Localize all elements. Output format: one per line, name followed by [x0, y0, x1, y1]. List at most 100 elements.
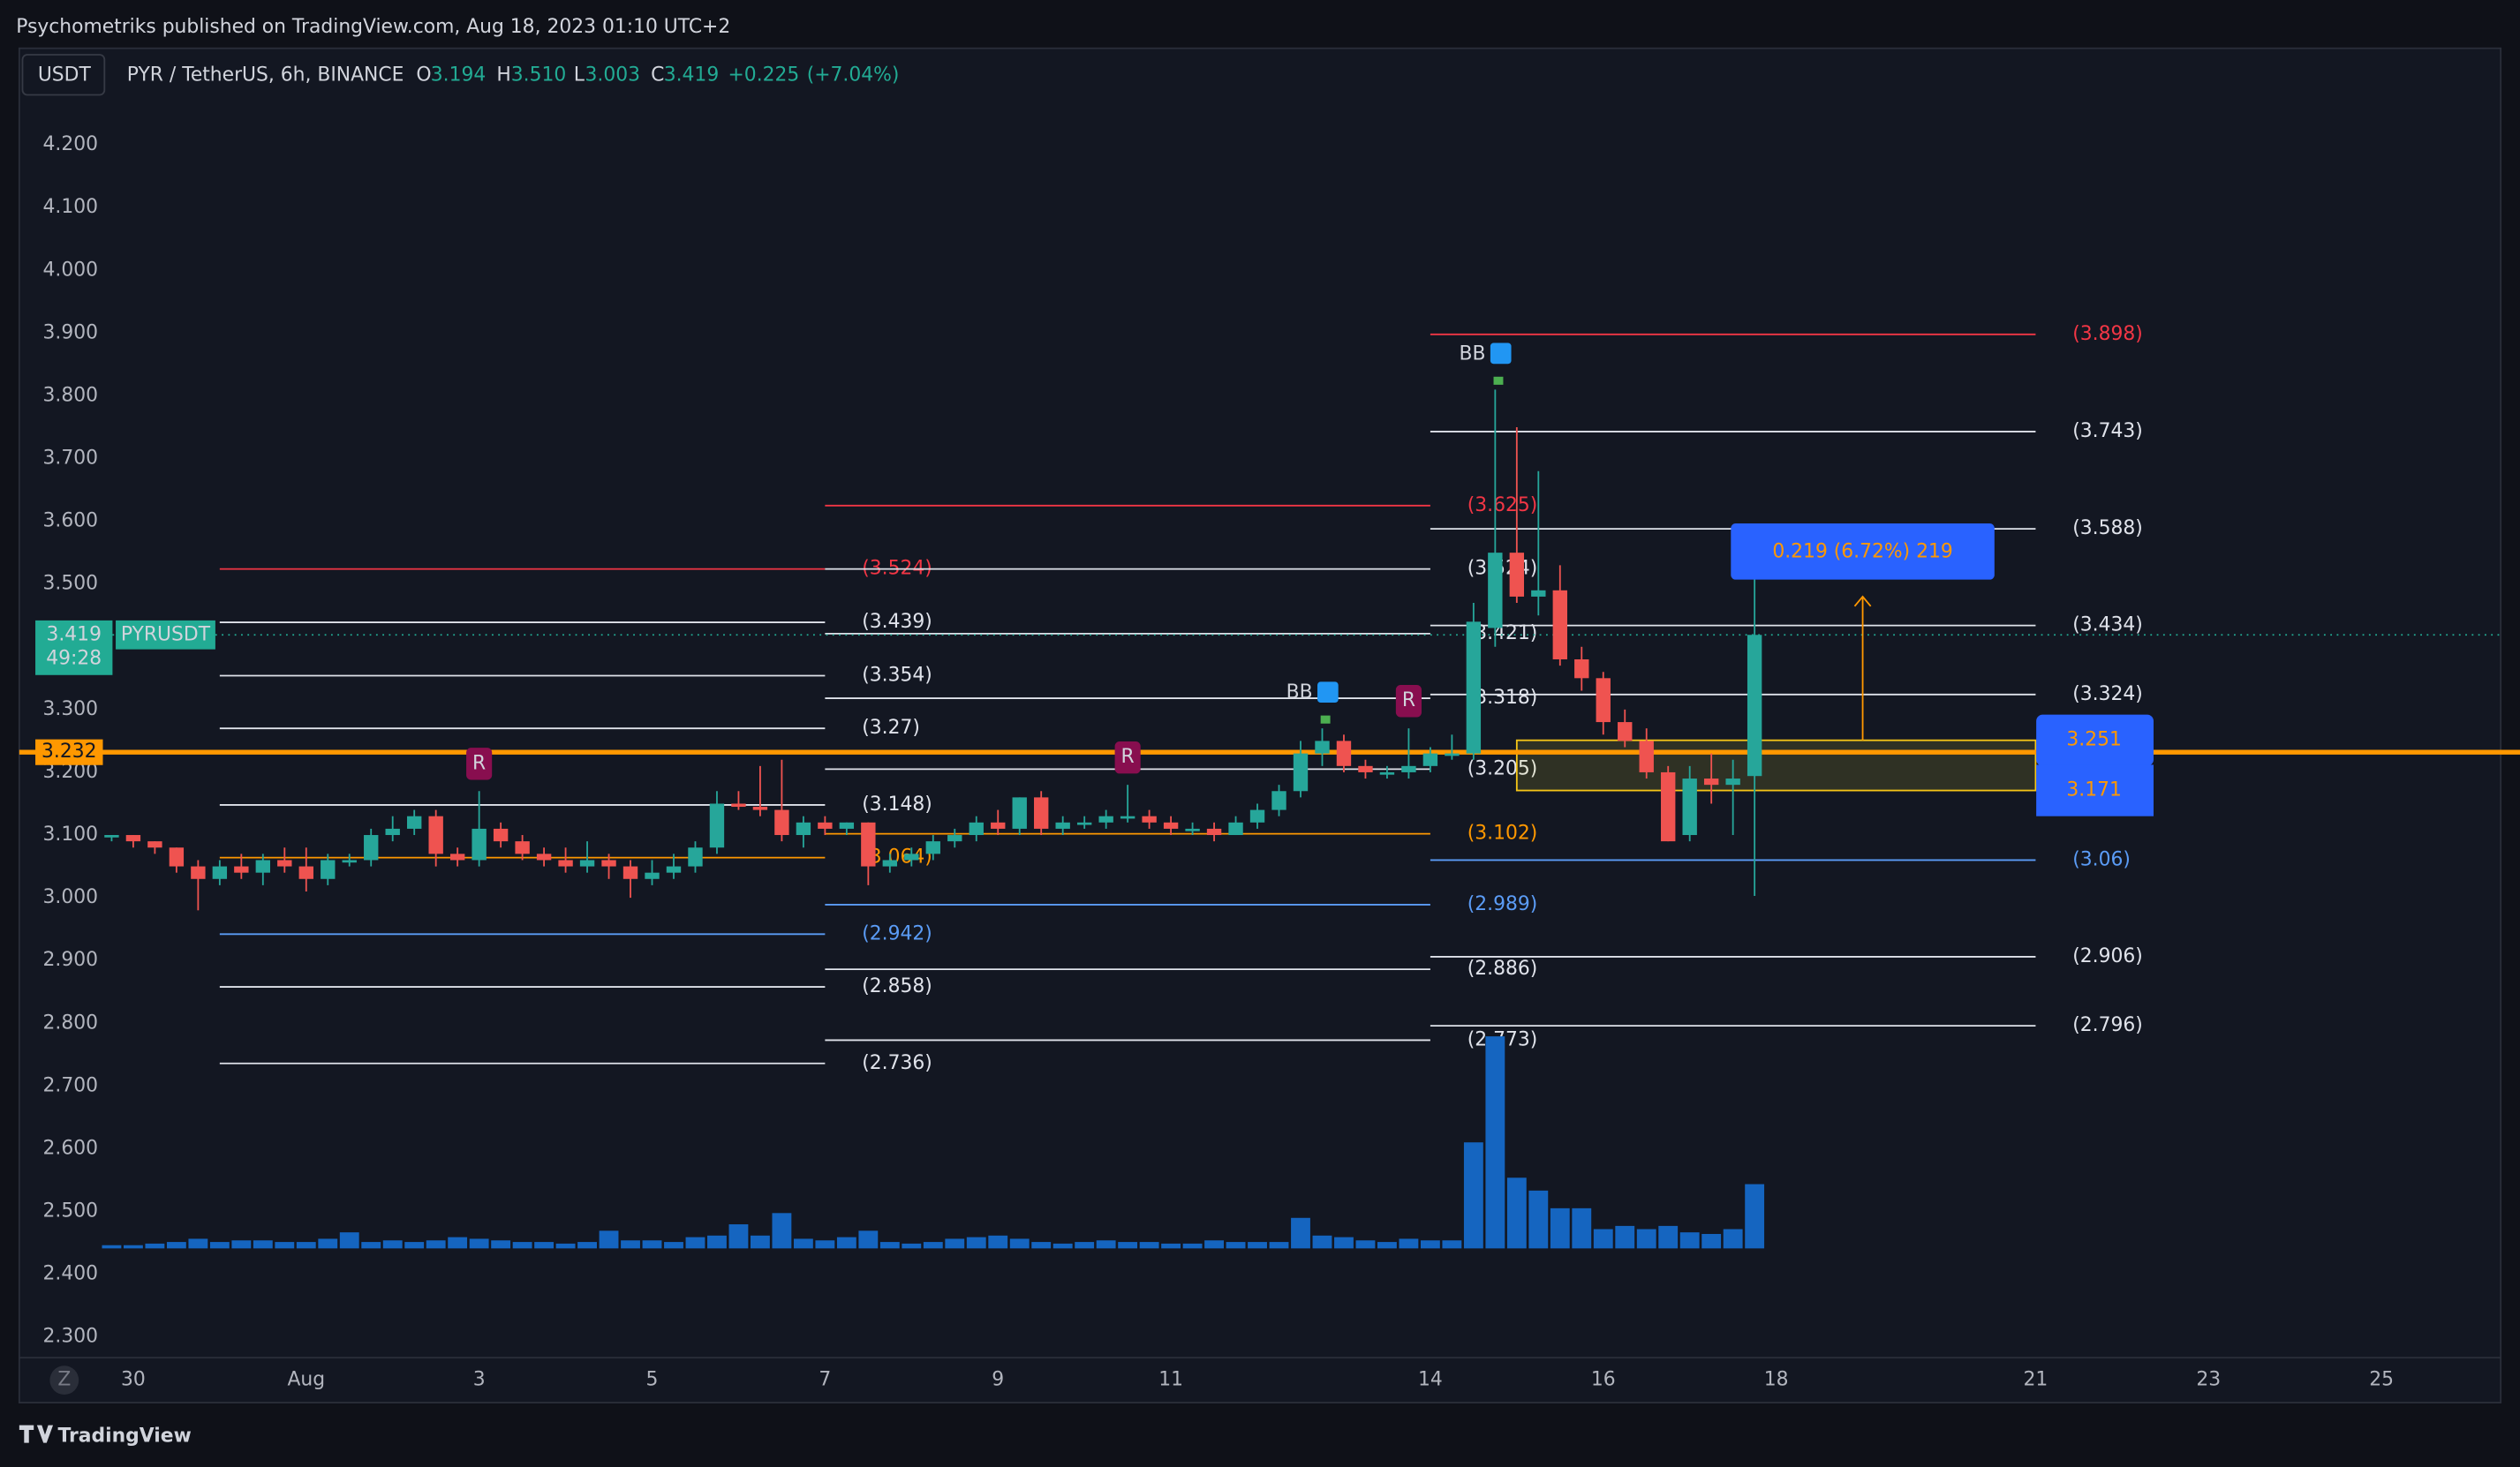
candle-body	[1574, 658, 1589, 679]
volume-bar	[469, 1238, 489, 1249]
candle-body	[731, 803, 746, 808]
candle-body	[622, 866, 638, 879]
volume-bar	[599, 1230, 619, 1249]
candle-body	[1271, 791, 1286, 810]
volume-bar	[231, 1240, 252, 1249]
price-badge-label: 3.251	[2066, 729, 2122, 751]
symbol-badge-label: PYRUSDT	[121, 623, 211, 645]
volume-bar	[1506, 1177, 1527, 1249]
plot: 4.200 4.100 4.000 3.900 3.800 3.700 3.600 3.500…	[19, 133, 2520, 1391]
candle-body	[493, 828, 509, 842]
x-tick-label: 21	[2024, 1369, 2048, 1391]
volume-bar	[1031, 1242, 1052, 1249]
range-box	[1515, 739, 2037, 792]
volume-bar	[1377, 1242, 1397, 1249]
candle-body	[298, 866, 313, 879]
volume-bar	[1679, 1232, 1700, 1249]
candle-body	[428, 816, 443, 854]
legend-open: 3.194	[431, 64, 487, 87]
last-price-badge	[35, 620, 113, 675]
volume-bar	[1636, 1229, 1656, 1249]
level-label: (3.898)	[2072, 323, 2143, 345]
candle-body	[861, 822, 876, 867]
volume-bar	[534, 1242, 555, 1249]
legend-o: O	[416, 64, 431, 87]
currency-button[interactable]	[21, 54, 106, 96]
candle-body	[1379, 771, 1395, 775]
x-tick-label: 23	[2196, 1369, 2221, 1391]
volume-bar	[1009, 1238, 1030, 1249]
candle-body	[1055, 822, 1070, 829]
zoom-button[interactable]	[49, 1365, 79, 1395]
candle-body	[991, 822, 1006, 829]
currency-button-label[interactable]: USDT	[38, 64, 92, 87]
candle-body	[277, 860, 292, 867]
symbol-badge	[116, 620, 215, 650]
volume-bar	[1355, 1240, 1376, 1249]
measure-arrow-head	[1853, 595, 1872, 607]
level-label: (3.324)	[2072, 683, 2143, 705]
alert-badge	[35, 739, 103, 765]
marker-flag	[1493, 376, 1504, 385]
marker-flag	[1320, 715, 1331, 724]
level-label: (2.989)	[1467, 893, 1538, 915]
x-tick-label: 14	[1418, 1369, 1443, 1391]
y-tick-label: 2.500	[43, 1200, 98, 1222]
tv-logo	[19, 1425, 54, 1443]
candle-body	[1336, 741, 1352, 766]
candle-body	[601, 860, 616, 867]
legend-high: 3.510	[511, 64, 567, 87]
candle-body	[1249, 809, 1265, 823]
level-label: (3.439)	[862, 611, 932, 633]
candle-body	[255, 860, 271, 873]
volume-bar	[664, 1242, 683, 1249]
y-tick-label: 3.900	[43, 321, 98, 343]
legend-close: 3.419	[664, 64, 720, 87]
legend-c: C	[651, 64, 664, 87]
volume-bar	[1420, 1240, 1440, 1249]
candle-body	[342, 860, 357, 863]
volume-bar	[751, 1235, 770, 1249]
candle-body	[709, 803, 725, 848]
candle-body	[925, 841, 940, 854]
y-tick-label: 4.100	[43, 196, 98, 218]
marker-icon	[1317, 681, 1339, 703]
candle-body	[688, 847, 703, 867]
candle-body	[1445, 753, 1460, 756]
marker-badge	[1395, 685, 1422, 718]
candle-body	[125, 835, 141, 842]
y-tick-label: 2.300	[43, 1326, 98, 1348]
y-tick-label: 4.000	[43, 259, 98, 281]
volume-bar	[923, 1242, 943, 1249]
marker-label: R	[1402, 689, 1415, 711]
zoom-button-label[interactable]: Z	[57, 1369, 71, 1391]
candle-body	[1725, 779, 1740, 786]
candle-body	[1315, 741, 1330, 754]
y-tick-label: 3.500	[43, 573, 98, 595]
volume-bar	[1745, 1184, 1765, 1249]
volume-bar	[836, 1237, 856, 1249]
candle-body	[1185, 828, 1200, 831]
volume-bar	[1161, 1243, 1181, 1249]
candle-body	[234, 866, 249, 873]
volume-bar	[555, 1243, 576, 1249]
marker-badge	[1114, 741, 1141, 774]
candle-body	[579, 860, 595, 867]
candle-body	[904, 854, 919, 861]
x-tick-label: 11	[1158, 1369, 1183, 1391]
candle-body	[364, 835, 379, 861]
volume-bar	[1723, 1229, 1743, 1249]
legend-change: +0.225	[728, 64, 800, 87]
candle-body	[1076, 822, 1092, 825]
level-label: (2.942)	[862, 922, 932, 944]
candle-body	[1034, 797, 1049, 829]
volume-bar	[642, 1240, 662, 1249]
candle-body	[191, 866, 206, 879]
candle-body	[1703, 779, 1719, 786]
x-tick-label: 3	[473, 1369, 486, 1391]
header: Psychometriks published on TradingView.c…	[16, 16, 730, 38]
volume-bar	[1658, 1225, 1679, 1249]
candle-body	[1466, 621, 1482, 754]
